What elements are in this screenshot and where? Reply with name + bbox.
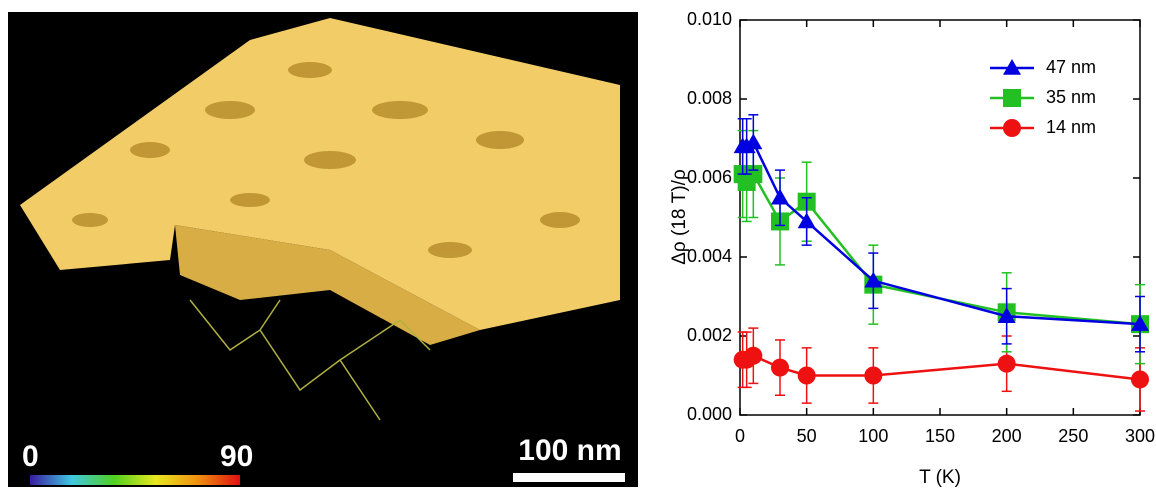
x-tick-label: 200 [992, 426, 1022, 446]
colorbar-min-label: 0 [22, 440, 39, 473]
data-point [1131, 370, 1149, 388]
figure: 0 90 100 nm Δρ (18 T)/ρ T (K) 0.0000.002… [0, 0, 1156, 491]
x-tick-label: 50 [797, 426, 817, 446]
legend-label: 47 nm [1046, 57, 1096, 77]
data-point [998, 355, 1016, 373]
colorbar [30, 475, 240, 485]
page: {"image_panel": {"colorbar_min": 0, "col… [0, 0, 1156, 491]
scale-bar [513, 473, 625, 482]
x-tick-label: 150 [925, 426, 955, 446]
y-tick-label: 0.006 [687, 167, 732, 187]
legend-label: 14 nm [1046, 117, 1096, 137]
x-tick-label: 250 [1058, 426, 1088, 446]
legend-marker [1003, 89, 1021, 107]
y-tick-label: 0.008 [687, 88, 732, 108]
scale-bar-label: 100 nm [518, 434, 621, 467]
y-tick-label: 0.010 [687, 9, 732, 29]
y-tick-label: 0.000 [687, 404, 732, 424]
data-point [798, 367, 816, 385]
x-tick-label: 100 [858, 426, 888, 446]
data-point [744, 347, 762, 365]
plot-frame [740, 20, 1140, 415]
image-panel: 0 90 100 nm [8, 12, 638, 487]
data-point [771, 359, 789, 377]
x-tick-label: 300 [1125, 426, 1155, 446]
colorbar-max-label: 90 [220, 440, 253, 473]
legend-label: 35 nm [1046, 87, 1096, 107]
legend-marker [1003, 119, 1021, 137]
y-tick-label: 0.002 [687, 325, 732, 345]
data-point [771, 189, 789, 205]
series-line [743, 142, 1140, 324]
y-tick-label: 0.004 [687, 246, 732, 266]
x-tick-label: 0 [735, 426, 745, 446]
data-point [864, 367, 882, 385]
x-axis-label: T (K) [919, 467, 961, 488]
